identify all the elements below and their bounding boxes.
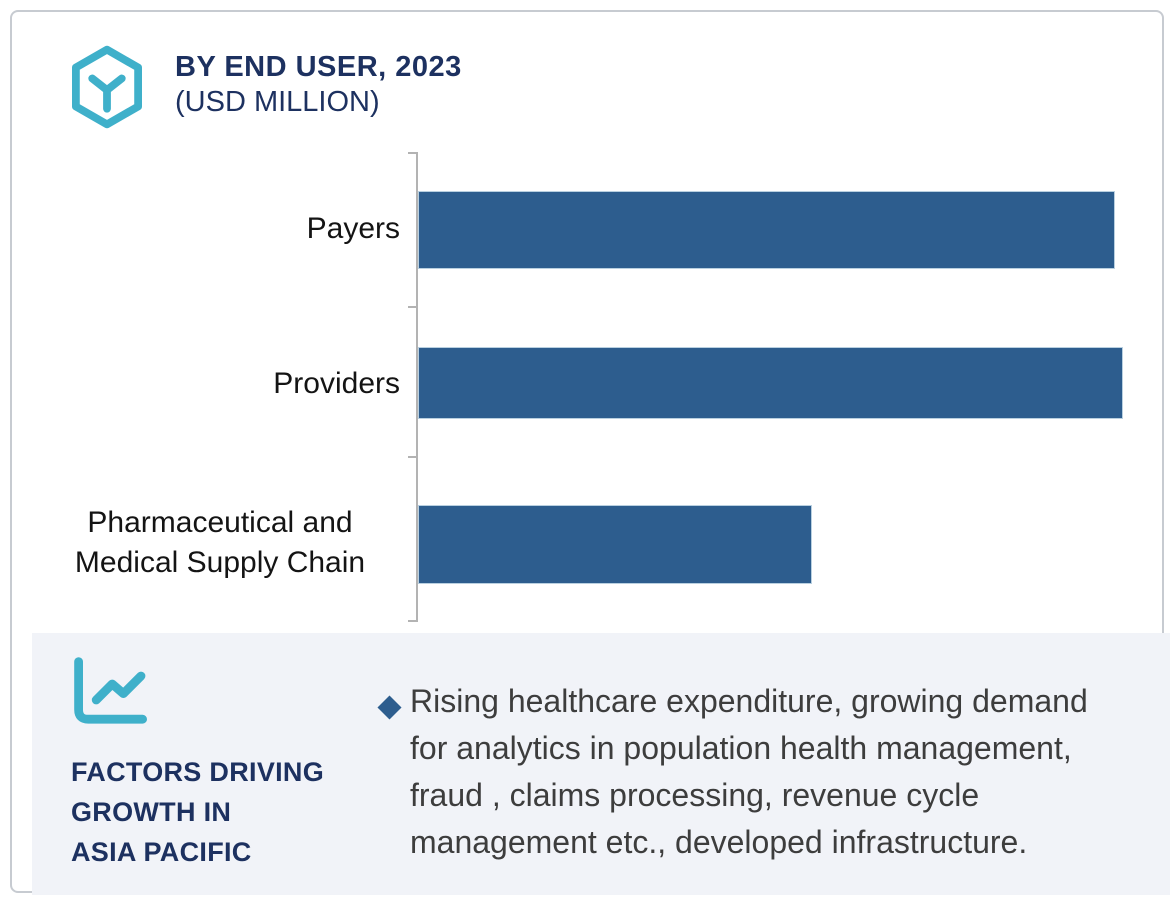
axis-tick	[408, 152, 418, 154]
bullet-text-line: management etc., developed infrastructur…	[410, 824, 1028, 860]
bullet-text-line: Rising healthcare expenditure, growing d…	[410, 683, 1088, 719]
category-label-payers: Payers	[306, 212, 400, 245]
factors-panel: FACTORS DRIVING GROWTH IN ASIA PACIFIC R…	[32, 633, 1170, 895]
hexagon-cube-icon	[68, 45, 146, 134]
chart-title: BY END USER, 2023	[175, 51, 462, 83]
panel-heading-line: GROWTH IN	[71, 797, 232, 827]
axis-tick	[408, 620, 418, 622]
panel-heading-line: ASIA PACIFIC	[71, 837, 252, 867]
infographic-card: BY END USER, 2023 (USD MILLION) Payers P…	[10, 10, 1170, 895]
axis-tick	[408, 306, 418, 308]
panel-heading: FACTORS DRIVING GROWTH IN ASIA PACIFIC	[71, 752, 324, 872]
y-axis-line	[416, 152, 418, 622]
category-label-pharma-supply-chain: Pharmaceutical and Medical Supply Chain	[74, 506, 366, 579]
factors-bullet-text: Rising healthcare expenditure, growing d…	[410, 678, 1170, 866]
category-label-providers: Providers	[273, 367, 400, 400]
line-chart-icon	[69, 655, 149, 734]
bar-payers	[418, 191, 1115, 269]
bar-pharma-supply-chain	[418, 505, 812, 584]
bullet-text-line: for analytics in population health manag…	[410, 730, 1072, 766]
bullet-text-line: fraud , claims processing, revenue cycle	[410, 777, 980, 813]
chart-title-block: BY END USER, 2023 (USD MILLION)	[175, 50, 462, 120]
chart-subtitle: (USD MILLION)	[175, 86, 380, 118]
diamond-bullet-icon	[377, 695, 402, 720]
axis-tick	[408, 456, 418, 458]
panel-heading-line: FACTORS DRIVING	[71, 757, 325, 787]
bar-providers	[418, 347, 1123, 419]
